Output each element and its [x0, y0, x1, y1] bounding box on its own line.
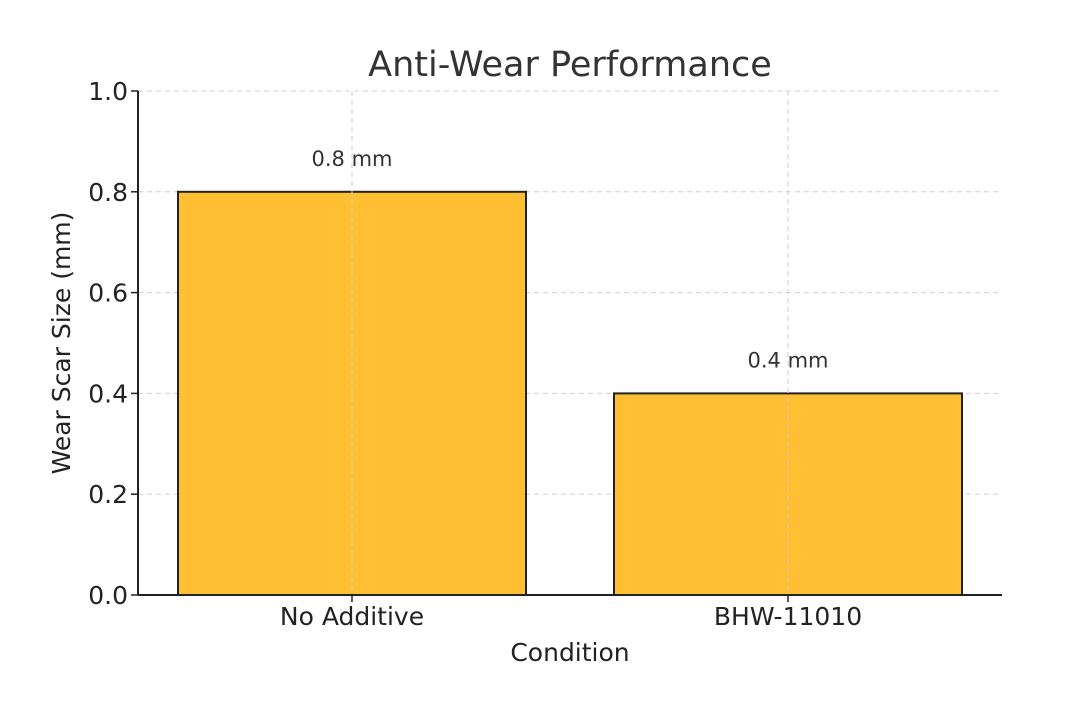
y-tick-label: 0.4 [88, 379, 128, 408]
y-ticks: 0.0 0.2 0.4 0.6 0.8 1.0 [88, 77, 138, 610]
x-ticks: No Additive BHW-11010 [280, 595, 862, 631]
chart-title: Anti-Wear Performance [368, 45, 772, 85]
y-tick-label: 0.6 [88, 279, 128, 308]
bar-data-label: 0.8 mm [312, 147, 393, 171]
x-tick-label: BHW-11010 [714, 602, 862, 631]
y-tick-label: 0.2 [88, 480, 128, 509]
y-tick-label: 0.8 [88, 178, 128, 207]
x-tick-label: No Additive [280, 602, 424, 631]
bar-data-label: 0.4 mm [748, 348, 829, 372]
x-axis-label: Condition [510, 638, 629, 667]
bars [177, 91, 963, 597]
bar [613, 392, 963, 596]
axes [137, 91, 1002, 596]
y-tick-label: 0.0 [88, 581, 128, 610]
y-tick-label: 1.0 [88, 77, 128, 106]
data-labels: 0.8 mm 0.4 mm [312, 147, 829, 373]
y-axis-label: Wear Scar Size (mm) [47, 212, 76, 475]
